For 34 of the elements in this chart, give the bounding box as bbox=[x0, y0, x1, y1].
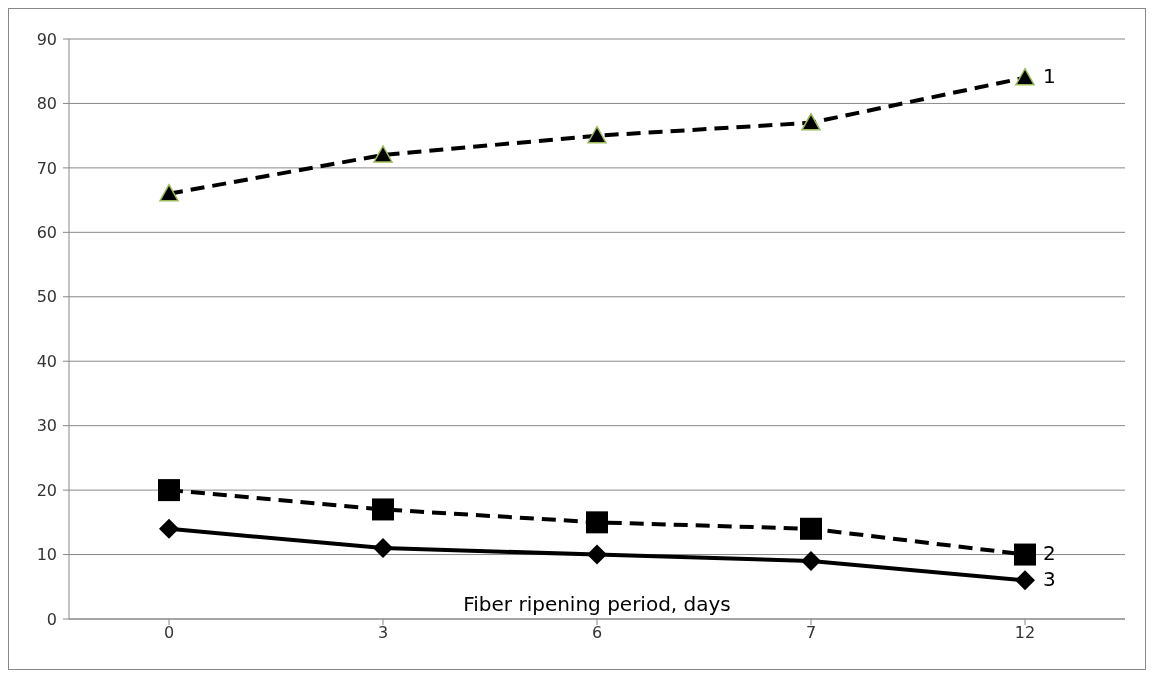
y-tick-label: 70 bbox=[36, 158, 57, 178]
y-tick-label: 80 bbox=[36, 94, 57, 114]
y-tick-label: 90 bbox=[36, 29, 57, 49]
point bbox=[159, 518, 179, 539]
y-tick-label: 10 bbox=[36, 545, 57, 565]
x-tick-label: 7 bbox=[805, 623, 817, 643]
y-tick-label: 30 bbox=[36, 416, 57, 436]
series-label: 3 bbox=[1043, 566, 1056, 591]
point bbox=[373, 145, 393, 163]
point bbox=[1015, 570, 1035, 591]
point bbox=[1015, 67, 1035, 86]
x-tick-label: 6 bbox=[591, 623, 603, 643]
x-tick-label: 12 bbox=[1014, 623, 1036, 643]
point bbox=[159, 183, 179, 202]
point bbox=[1014, 543, 1036, 566]
point bbox=[372, 498, 394, 521]
x-axis-title: Fiber ripening period, days bbox=[463, 592, 731, 616]
point bbox=[373, 538, 393, 559]
point bbox=[158, 479, 180, 502]
y-tick-label: 0 bbox=[46, 609, 57, 629]
point bbox=[800, 517, 822, 540]
point bbox=[801, 113, 821, 131]
y-tick-label: 40 bbox=[36, 351, 57, 371]
series-label: 2 bbox=[1043, 541, 1056, 566]
y-tick-label: 60 bbox=[36, 223, 57, 243]
point bbox=[587, 544, 607, 565]
x-tick-label: 0 bbox=[163, 623, 175, 643]
point bbox=[586, 511, 608, 534]
point bbox=[587, 125, 607, 144]
x-tick-label: 3 bbox=[377, 623, 389, 643]
series-label: 1 bbox=[1043, 64, 1056, 89]
y-tick-label: 50 bbox=[36, 287, 57, 307]
y-tick-label: 20 bbox=[36, 480, 57, 500]
point bbox=[801, 551, 821, 571]
